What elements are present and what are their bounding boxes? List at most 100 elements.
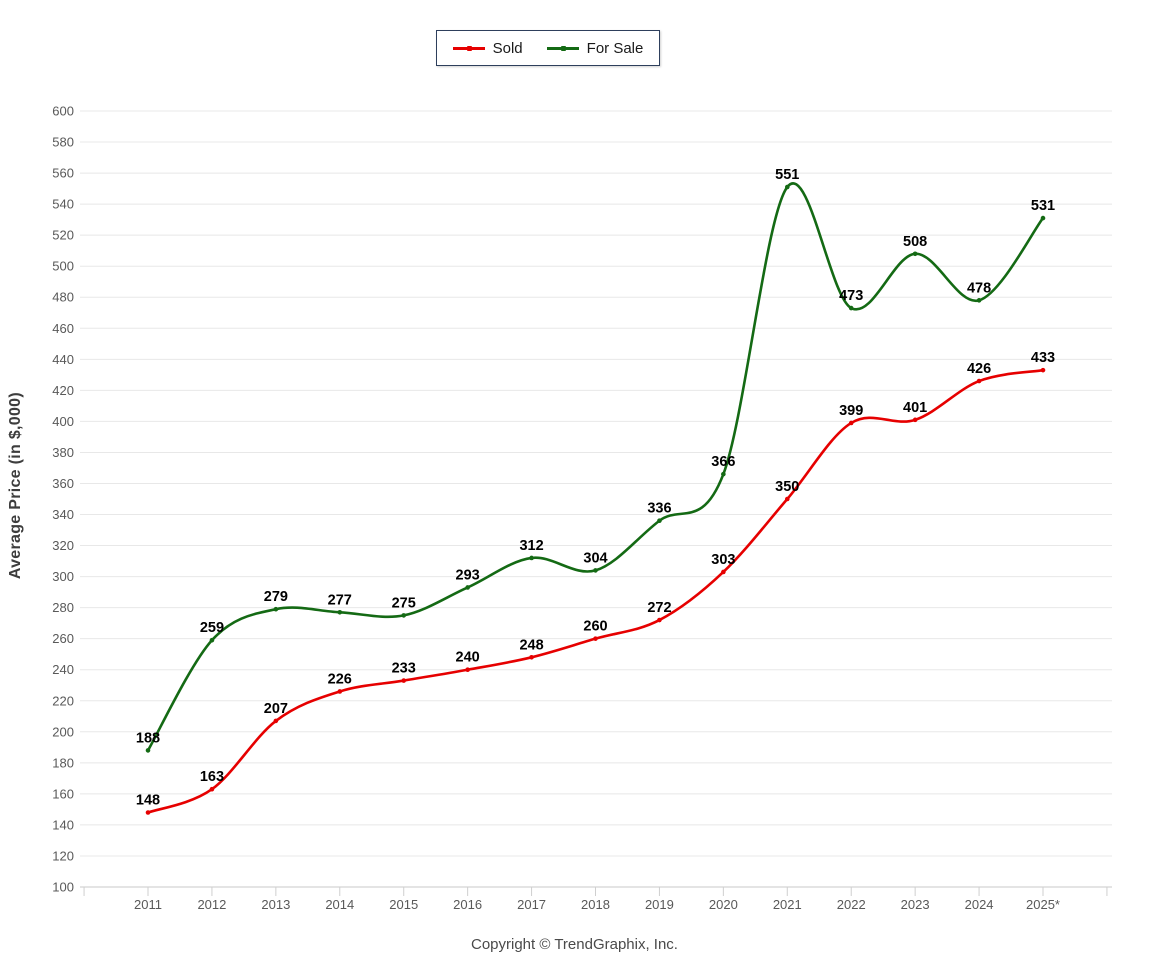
x-tick-label: 2019 — [645, 897, 674, 912]
for-sale-data-point-marker — [784, 184, 790, 190]
for-sale-data-point-label: 304 — [583, 550, 607, 566]
legend-label-sold: Sold — [492, 39, 523, 57]
sold-data-point-marker — [401, 678, 407, 683]
sold-data-point-marker — [145, 810, 151, 815]
sold-data-point-label: 260 — [583, 619, 607, 635]
sold-data-point-label: 226 — [328, 671, 352, 687]
for-sale-data-point-marker — [337, 609, 343, 615]
for-sale-data-point-label: 277 — [328, 592, 352, 608]
for-sale-data-point-marker — [1040, 215, 1046, 221]
y-tick-label: 420 — [52, 383, 74, 398]
sold-data-point-marker — [593, 636, 598, 641]
sold-data-point-label: 233 — [392, 661, 416, 677]
for-sale-data-point-marker — [976, 298, 982, 303]
x-tick-label: 2025* — [1026, 897, 1060, 912]
x-tick-label: 2016 — [453, 897, 482, 912]
y-tick-label: 260 — [52, 631, 74, 646]
legend: Sold For Sale — [436, 30, 660, 66]
copyright-text: Copyright © TrendGraphix, Inc. — [471, 936, 678, 953]
y-tick-label: 180 — [52, 755, 74, 770]
for-sale-data-point-marker — [721, 471, 726, 477]
y-tick-label: 520 — [52, 228, 74, 243]
sold-data-point-marker — [912, 417, 918, 423]
sold-data-point-marker — [848, 420, 854, 426]
y-tick-label: 360 — [52, 476, 74, 491]
sold-data-point-marker — [784, 496, 790, 502]
sold-data-point-label: 303 — [711, 552, 735, 568]
x-tick-label: 2023 — [901, 897, 930, 912]
y-tick-label: 380 — [52, 445, 74, 460]
sold-data-point-marker — [273, 718, 279, 724]
x-tick-label: 2021 — [773, 897, 802, 912]
for-sale-data-point-marker — [273, 606, 279, 612]
for-sale-data-point-label: 473 — [839, 288, 863, 304]
for-sale-data-point-marker — [145, 748, 151, 753]
for-sale-data-point-marker — [209, 637, 215, 643]
for-sale-data-point-label: 508 — [903, 234, 927, 250]
y-tick-label: 460 — [52, 321, 74, 336]
x-tick-label: 2024 — [965, 897, 994, 912]
sold-data-point-label: 272 — [647, 600, 671, 616]
x-tick-label: 2014 — [325, 897, 354, 912]
sold-data-point-label: 248 — [519, 637, 543, 653]
y-tick-label: 500 — [52, 259, 74, 274]
for-sale-data-point-label: 275 — [392, 595, 416, 611]
for-sale-data-point-label: 293 — [456, 567, 480, 583]
y-tick-label: 440 — [52, 352, 74, 367]
sold-data-point-marker — [337, 689, 343, 694]
y-tick-label: 280 — [52, 600, 74, 615]
for-sale-data-point-marker — [529, 555, 534, 561]
y-tick-label: 240 — [52, 662, 74, 677]
y-tick-label: 320 — [52, 538, 74, 553]
sold-data-point-marker — [529, 655, 534, 660]
legend-label-for-sale: For Sale — [586, 39, 644, 57]
x-tick-label: 2018 — [581, 897, 610, 912]
legend-item-for-sale: For Sale — [546, 39, 644, 57]
y-tick-label: 600 — [52, 104, 74, 119]
for-sale-line-series — [146, 182, 1045, 752]
legend-item-sold: Sold — [452, 39, 523, 57]
for-sale-data-point-label: 259 — [200, 620, 224, 636]
sold-data-point-label: 240 — [456, 650, 480, 666]
y-tick-label: 480 — [52, 290, 74, 305]
for-sale-data-point-label: 336 — [647, 501, 671, 517]
sold-data-point-label: 350 — [775, 479, 799, 495]
y-tick-label: 140 — [52, 817, 74, 832]
y-tick-label: 560 — [52, 166, 74, 181]
for-sale-data-point-label: 312 — [519, 538, 543, 554]
for-sale-data-point-marker — [848, 305, 854, 311]
y-tick-label: 400 — [52, 414, 74, 429]
sold-data-point-label: 207 — [264, 701, 288, 717]
x-tick-label: 2017 — [517, 897, 546, 912]
for-sale-data-point-label: 188 — [136, 730, 160, 746]
sold-data-point-label: 399 — [839, 403, 863, 419]
for-sale-data-point-label: 478 — [967, 280, 991, 296]
sold-data-point-label: 148 — [136, 793, 160, 809]
y-tick-label: 220 — [52, 693, 74, 708]
sold-data-point-marker — [1040, 367, 1046, 373]
sold-data-point-marker — [465, 667, 470, 673]
sold-data-point-marker — [209, 786, 215, 792]
y-tick-label: 340 — [52, 507, 74, 522]
x-tick-label: 2020 — [709, 897, 738, 912]
y-tick-label: 120 — [52, 848, 74, 863]
y-tick-label: 300 — [52, 569, 74, 584]
for-sale-line-swatch-icon — [546, 45, 579, 52]
sold-data-point-label: 426 — [967, 361, 991, 377]
sold-data-point-label: 163 — [200, 769, 224, 785]
y-tick-label: 100 — [52, 880, 74, 895]
sold-data-point-label: 433 — [1031, 350, 1055, 366]
x-tick-label: 2022 — [837, 897, 866, 912]
sold-line-swatch-icon — [452, 45, 485, 52]
sold-data-point-marker — [657, 617, 662, 623]
for-sale-data-point-label: 531 — [1031, 198, 1055, 214]
y-tick-label: 580 — [52, 135, 74, 150]
for-sale-data-point-marker — [401, 613, 407, 618]
for-sale-data-point-marker — [912, 251, 918, 257]
sold-data-point-marker — [976, 378, 982, 384]
for-sale-data-point-marker — [657, 518, 662, 524]
y-tick-label: 160 — [52, 786, 74, 801]
sold-data-point-label: 401 — [903, 400, 927, 416]
